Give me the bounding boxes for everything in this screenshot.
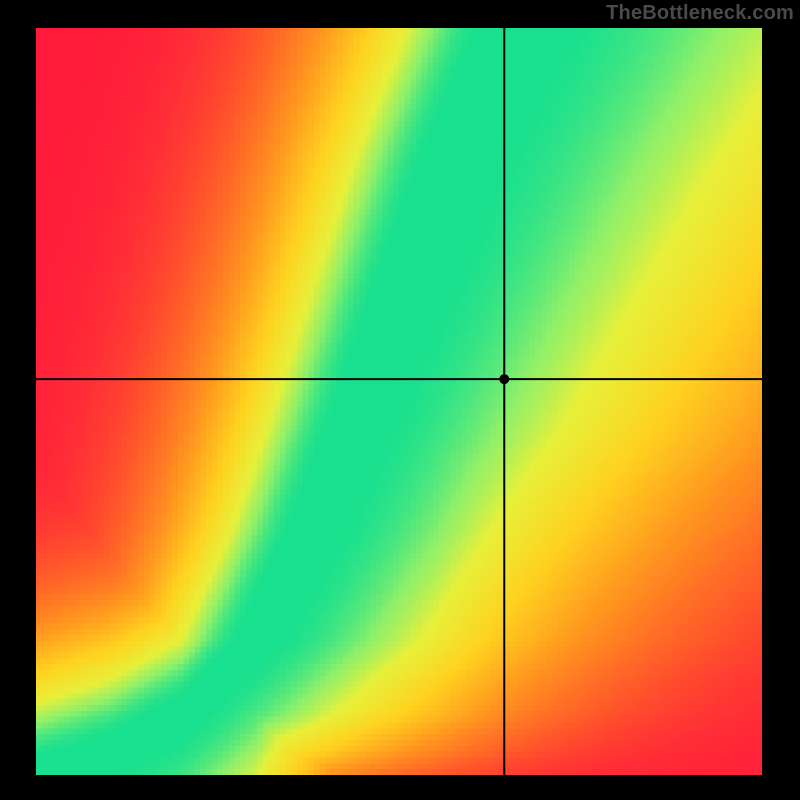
watermark-text: TheBottleneck.com [606,2,794,25]
chart-stage: TheBottleneck.com [0,0,800,800]
bottleneck-heatmap [36,28,762,775]
